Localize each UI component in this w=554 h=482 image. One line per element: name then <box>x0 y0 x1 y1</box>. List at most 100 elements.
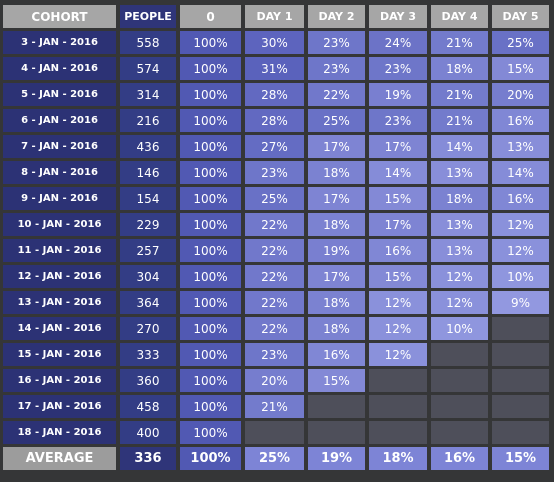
retention-day-5: 13% <box>492 135 549 158</box>
empty-cell <box>492 317 549 340</box>
retention-day-3: 15% <box>369 187 427 210</box>
retention-day-1: 28% <box>245 83 304 106</box>
retention-day-2: 19% <box>308 239 365 262</box>
cohort-date: 9 - JAN - 2016 <box>3 187 116 210</box>
retention-day-3: 19% <box>369 83 427 106</box>
retention-day-0: 100% <box>180 31 241 54</box>
cohort-date: 16 - JAN - 2016 <box>3 369 116 392</box>
retention-day-0: 100% <box>180 369 241 392</box>
empty-cell <box>492 421 549 444</box>
people-count: 400 <box>120 421 176 444</box>
retention-day-5: 20% <box>492 83 549 106</box>
cohort-date: 18 - JAN - 2016 <box>3 421 116 444</box>
average-people: 336 <box>120 447 176 470</box>
header-day-1: DAY 1 <box>245 5 304 28</box>
retention-day-1: 23% <box>245 343 304 366</box>
retention-day-4: 21% <box>431 109 488 132</box>
retention-day-1: 22% <box>245 239 304 262</box>
retention-day-3: 16% <box>369 239 427 262</box>
empty-cell <box>431 369 488 392</box>
retention-day-2: 25% <box>308 109 365 132</box>
retention-day-0: 100% <box>180 317 241 340</box>
retention-day-2: 23% <box>308 57 365 80</box>
cohort-date: 15 - JAN - 2016 <box>3 343 116 366</box>
retention-day-0: 100% <box>180 83 241 106</box>
retention-day-1: 31% <box>245 57 304 80</box>
average-day-2: 19% <box>308 447 365 470</box>
header-day-4: DAY 4 <box>431 5 488 28</box>
retention-day-0: 100% <box>180 265 241 288</box>
retention-day-2: 15% <box>308 369 365 392</box>
retention-day-5: 12% <box>492 239 549 262</box>
retention-day-0: 100% <box>180 395 241 418</box>
cohort-date: 17 - JAN - 2016 <box>3 395 116 418</box>
people-count: 458 <box>120 395 176 418</box>
retention-day-2: 18% <box>308 213 365 236</box>
average-day-0: 100% <box>180 447 241 470</box>
cohort-date: 11 - JAN - 2016 <box>3 239 116 262</box>
cohort-date: 8 - JAN - 2016 <box>3 161 116 184</box>
cohort-date: 7 - JAN - 2016 <box>3 135 116 158</box>
retention-day-2: 18% <box>308 161 365 184</box>
retention-day-4: 18% <box>431 57 488 80</box>
retention-day-2: 23% <box>308 31 365 54</box>
empty-cell <box>369 369 427 392</box>
empty-cell <box>308 395 365 418</box>
people-count: 257 <box>120 239 176 262</box>
retention-day-0: 100% <box>180 291 241 314</box>
retention-day-2: 17% <box>308 135 365 158</box>
people-count: 216 <box>120 109 176 132</box>
cohort-date: 10 - JAN - 2016 <box>3 213 116 236</box>
header-day-5: DAY 5 <box>492 5 549 28</box>
empty-cell <box>369 421 427 444</box>
retention-day-1: 23% <box>245 161 304 184</box>
average-label: AVERAGE <box>3 447 116 470</box>
retention-day-3: 23% <box>369 109 427 132</box>
retention-day-1: 20% <box>245 369 304 392</box>
retention-day-1: 22% <box>245 317 304 340</box>
retention-day-3: 12% <box>369 291 427 314</box>
retention-day-3: 12% <box>369 317 427 340</box>
empty-cell <box>431 343 488 366</box>
empty-cell <box>492 369 549 392</box>
retention-day-5: 12% <box>492 213 549 236</box>
retention-day-2: 16% <box>308 343 365 366</box>
people-count: 314 <box>120 83 176 106</box>
retention-day-4: 13% <box>431 213 488 236</box>
header-day-2: DAY 2 <box>308 5 365 28</box>
empty-cell <box>492 395 549 418</box>
retention-day-0: 100% <box>180 213 241 236</box>
retention-day-2: 22% <box>308 83 365 106</box>
cohort-date: 12 - JAN - 2016 <box>3 265 116 288</box>
retention-day-2: 17% <box>308 265 365 288</box>
cohort-date: 3 - JAN - 2016 <box>3 31 116 54</box>
retention-day-4: 10% <box>431 317 488 340</box>
retention-day-1: 28% <box>245 109 304 132</box>
retention-day-1: 22% <box>245 265 304 288</box>
average-day-4: 16% <box>431 447 488 470</box>
retention-day-5: 15% <box>492 57 549 80</box>
retention-day-4: 12% <box>431 265 488 288</box>
people-count: 304 <box>120 265 176 288</box>
retention-day-3: 17% <box>369 135 427 158</box>
cohort-date: 6 - JAN - 2016 <box>3 109 116 132</box>
retention-day-4: 21% <box>431 83 488 106</box>
average-day-3: 18% <box>369 447 427 470</box>
retention-day-1: 22% <box>245 291 304 314</box>
header-day-3: DAY 3 <box>369 5 427 28</box>
retention-day-3: 15% <box>369 265 427 288</box>
retention-day-1: 21% <box>245 395 304 418</box>
people-count: 574 <box>120 57 176 80</box>
average-day-5: 15% <box>492 447 549 470</box>
people-count: 270 <box>120 317 176 340</box>
retention-day-5: 10% <box>492 265 549 288</box>
retention-day-0: 100% <box>180 135 241 158</box>
people-count: 364 <box>120 291 176 314</box>
empty-cell <box>431 395 488 418</box>
retention-day-4: 14% <box>431 135 488 158</box>
retention-day-1: 27% <box>245 135 304 158</box>
people-count: 436 <box>120 135 176 158</box>
people-count: 360 <box>120 369 176 392</box>
retention-day-5: 9% <box>492 291 549 314</box>
average-day-1: 25% <box>245 447 304 470</box>
